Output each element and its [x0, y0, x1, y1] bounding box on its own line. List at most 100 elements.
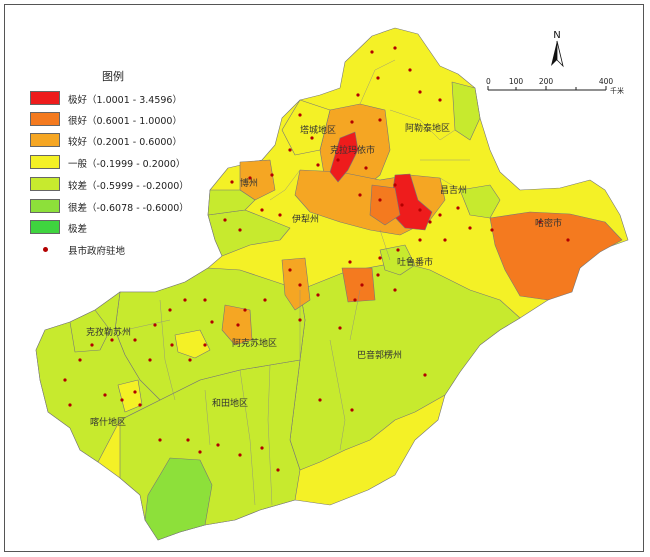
county-seat-dot: [203, 298, 207, 302]
region-yellow-patch-1: [174, 329, 211, 359]
county-seat-dot: [236, 323, 240, 327]
county-seat-dot: [360, 283, 364, 287]
legend-label-6: 很差（-0.6078 - -0.6000）: [68, 203, 189, 214]
region-label-ili: 伊犁州: [292, 213, 319, 225]
region-label-changji: 昌吉州: [440, 185, 467, 196]
county-seat-dot: [210, 320, 214, 324]
county-seat-dot: [400, 203, 404, 207]
county-seat-dot: [188, 358, 192, 362]
legend-label-3: 较好（0.2001 - 0.6000）: [68, 137, 182, 148]
legend-swatch-3: [30, 133, 60, 147]
legend-swatch-6: [30, 199, 60, 213]
region-label-kizilsu: 克孜勒苏州: [86, 326, 131, 338]
county-seat-dot: [350, 120, 354, 124]
county-seat-dot-icon: [43, 247, 48, 252]
scale-tick-400: 400: [599, 77, 614, 86]
county-seat-dot: [408, 68, 412, 72]
region-ili: [207, 209, 291, 257]
county-seat-dot: [243, 308, 247, 312]
county-seat-dot: [238, 453, 242, 457]
county-seat-dot: [148, 358, 152, 362]
county-seat-dot: [133, 338, 137, 342]
region-orange-2: [341, 267, 376, 303]
county-seat-dot: [248, 176, 252, 180]
legend-label-2: 很好（0.6001 - 1.0000）: [68, 116, 182, 127]
region-label-bortala: 博州: [240, 177, 258, 189]
county-seat-dot: [298, 113, 302, 117]
county-seat-dot: [318, 398, 322, 402]
county-seat-dot: [468, 226, 472, 230]
county-seat-dot: [376, 273, 380, 277]
county-seat-dot: [68, 403, 72, 407]
county-seat-dot: [378, 256, 382, 260]
scale-bar: 0 100 200 400 千米: [486, 77, 624, 95]
region-label-turpan: 吐鲁番市: [397, 256, 433, 268]
county-seat-dots: [63, 46, 570, 472]
county-seat-dot: [63, 378, 67, 382]
county-seat-dot: [186, 438, 190, 442]
legend-label-point: 县市政府驻地: [68, 246, 126, 257]
region-label-kashgar: 喀什地区: [90, 416, 126, 428]
region-altay-green: [451, 81, 481, 141]
county-seat-dot: [133, 390, 137, 394]
region-yellow-patch-3: [281, 99, 331, 156]
county-seat-dot: [260, 208, 264, 212]
county-seat-dot: [538, 220, 542, 224]
county-seat-dot: [288, 268, 292, 272]
county-seat-dot: [443, 238, 447, 242]
county-seat-dot: [198, 450, 202, 454]
legend-title: 图例: [102, 70, 124, 83]
county-seat-dot: [168, 308, 172, 312]
county-seat-dot: [110, 338, 114, 342]
region-south-tip: [144, 457, 213, 541]
legend-swatch-1: [30, 91, 60, 105]
county-seat-dot: [270, 173, 274, 177]
county-seat-dot: [566, 238, 570, 242]
region-hami: [489, 211, 623, 301]
county-seat-dot: [276, 468, 280, 472]
county-seat-dot: [393, 183, 397, 187]
county-seat-dot: [183, 298, 187, 302]
county-seat-dot: [456, 206, 460, 210]
county-seat-dot: [376, 76, 380, 80]
county-seat-dot: [438, 98, 442, 102]
county-seat-dot: [396, 248, 400, 252]
region-yellow-patch-2: [117, 379, 143, 413]
county-seat-dot: [364, 166, 368, 170]
county-seat-dot: [418, 90, 422, 94]
county-seat-dot: [438, 213, 442, 217]
county-seat-dot: [298, 318, 302, 322]
county-seat-dot: [393, 288, 397, 292]
county-seat-dot: [353, 298, 357, 302]
county-seat-dot: [370, 50, 374, 54]
county-seat-dot: [216, 443, 220, 447]
county-seat-dot: [90, 343, 94, 347]
legend-label-4: 一般（-0.1999 - 0.2000）: [68, 159, 186, 170]
region-tarim-strip: [379, 244, 416, 276]
region-amber-3: [239, 159, 276, 201]
legend-label-5: 较差（-0.5999 - -0.2000）: [68, 181, 189, 192]
county-seat-dot: [316, 293, 320, 297]
scale-unit: 千米: [610, 86, 624, 95]
region-label-tacheng: 塔城地区: [300, 124, 336, 136]
county-seat-dot: [336, 158, 340, 162]
scale-tick-200: 200: [539, 77, 554, 86]
scale-tick-0: 0: [486, 77, 491, 86]
legend-swatch-4: [30, 155, 60, 169]
county-seat-dot: [230, 180, 234, 184]
region-label-altay: 阿勒泰地区: [405, 122, 450, 134]
region-labels: 阿勒泰地区 克拉玛依市 昌吉州 哈密市 吐鲁番市 巴音郭楞州 阿克苏地区 克孜勒…: [86, 122, 562, 428]
county-seat-dot: [378, 118, 382, 122]
region-label-karamay: 克拉玛依市: [330, 144, 375, 156]
scale-tick-100: 100: [509, 77, 524, 86]
county-seat-dot: [138, 403, 142, 407]
county-seat-dot: [278, 213, 282, 217]
region-urumqi: [329, 131, 359, 183]
county-seat-dot: [418, 238, 422, 242]
north-arrow-icon: N: [551, 30, 564, 68]
legend-label-1: 极好（1.0001 - 3.4596）: [68, 95, 182, 106]
county-seat-dot: [393, 46, 397, 50]
county-seat-dot: [348, 260, 352, 264]
county-seat-dot: [423, 373, 427, 377]
